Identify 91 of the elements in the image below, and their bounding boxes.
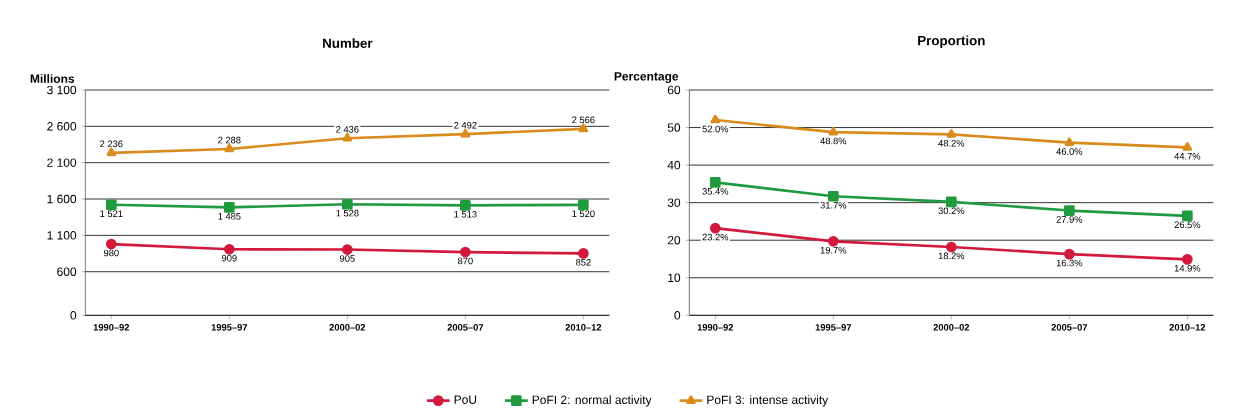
data-label: 905 <box>340 255 355 262</box>
y-tick-label: 60 <box>667 85 681 95</box>
point <box>460 200 471 211</box>
data-label: 852 <box>575 259 591 266</box>
point <box>1064 137 1075 146</box>
point <box>1182 210 1193 222</box>
data-label: 1 520 <box>572 210 595 218</box>
point <box>709 177 721 188</box>
y-tick-label: 10 <box>668 273 681 283</box>
data-label: 909 <box>221 254 237 262</box>
y-tick-label: 2 600 <box>47 122 77 131</box>
x-tick-label: 1990–92 <box>697 324 734 331</box>
point <box>578 123 589 133</box>
data-label: 46.0% <box>1056 148 1083 155</box>
y-tick-label: 20 <box>667 235 681 245</box>
point <box>342 244 353 255</box>
legend-label: PoU <box>454 395 477 404</box>
y-tick-label: 600 <box>57 267 77 276</box>
y-tick-label: 30 <box>667 198 681 207</box>
data-label: 1 513 <box>454 210 477 218</box>
y-tick-label: 2 100 <box>47 158 77 167</box>
point <box>1182 254 1193 265</box>
data-label: 19.7% <box>820 246 847 254</box>
x-tick-label: 1990–92 <box>93 324 130 331</box>
data-label: 14.9% <box>1174 264 1201 272</box>
data-label: 30.2% <box>938 207 965 215</box>
point <box>578 199 589 211</box>
y-tick-label: 0 <box>70 311 77 320</box>
point <box>946 128 957 138</box>
y-tick-label: 1 600 <box>47 194 77 204</box>
y-axis-title: Millions <box>30 74 75 83</box>
y-tick-label: 3 100 <box>47 85 77 95</box>
x-tick-label: 2005–07 <box>447 324 484 331</box>
x-tick-label: 1995–97 <box>211 324 248 331</box>
point <box>1182 142 1193 151</box>
chart-title: Proportion <box>918 35 985 48</box>
data-label: 2 566 <box>572 116 595 124</box>
data-label: 18.2% <box>938 252 965 260</box>
y-tick-label: 1 100 <box>47 231 77 240</box>
x-tick-label: 2005–07 <box>1051 324 1088 331</box>
data-label: 31.7% <box>820 201 847 209</box>
chart-title: Number <box>323 38 373 48</box>
y-tick-label: 50 <box>667 123 681 132</box>
point <box>460 246 471 258</box>
point <box>946 241 957 253</box>
point <box>1064 248 1075 260</box>
data-label: 2 492 <box>454 122 477 129</box>
legend-label: PoFI 3: intense activity <box>707 395 829 407</box>
data-label: 44.7% <box>1174 153 1201 160</box>
data-label: 2 436 <box>336 126 359 133</box>
x-tick-label: 1995–97 <box>815 324 852 331</box>
x-tick-label: 2010–12 <box>1169 324 1206 331</box>
point <box>460 128 471 138</box>
point <box>105 199 117 211</box>
point <box>578 248 589 259</box>
data-label: 980 <box>103 249 119 257</box>
data-label: 870 <box>457 257 473 265</box>
y-tick-label: 0 <box>674 311 681 320</box>
y-tick-label: 40 <box>667 160 681 170</box>
point <box>105 238 117 250</box>
point <box>710 114 721 124</box>
data-label: 2 236 <box>100 140 123 148</box>
point <box>106 147 117 157</box>
x-tick-label: 2000–02 <box>933 324 970 331</box>
point <box>223 202 235 213</box>
data-label: 16.3% <box>1056 259 1083 267</box>
data-label: 48.8% <box>820 137 847 145</box>
x-tick-label: 2010–12 <box>565 324 602 331</box>
data-label: 1 485 <box>218 213 241 220</box>
point <box>827 236 839 247</box>
point <box>946 196 957 208</box>
y-axis-title: Percentage <box>614 72 679 83</box>
data-label: 48.2% <box>938 139 965 147</box>
data-label: 1 528 <box>336 209 359 217</box>
point <box>342 132 353 142</box>
point <box>1064 205 1075 216</box>
legend-label: PoFI 2: normal activity <box>532 395 652 407</box>
point <box>827 190 839 202</box>
point <box>223 243 235 255</box>
data-label: 2 288 <box>218 136 241 144</box>
data-label: 52.0% <box>702 125 729 133</box>
data-label: 1 521 <box>100 210 123 217</box>
data-label: 26.5% <box>1174 221 1201 228</box>
point <box>828 126 839 136</box>
point <box>342 198 353 210</box>
data-label: 23.2% <box>702 233 729 241</box>
point <box>224 143 235 153</box>
x-tick-label: 2000–02 <box>329 324 366 331</box>
data-label: 35.4% <box>702 187 729 195</box>
point <box>709 222 721 234</box>
data-label: 27.9% <box>1056 216 1083 223</box>
